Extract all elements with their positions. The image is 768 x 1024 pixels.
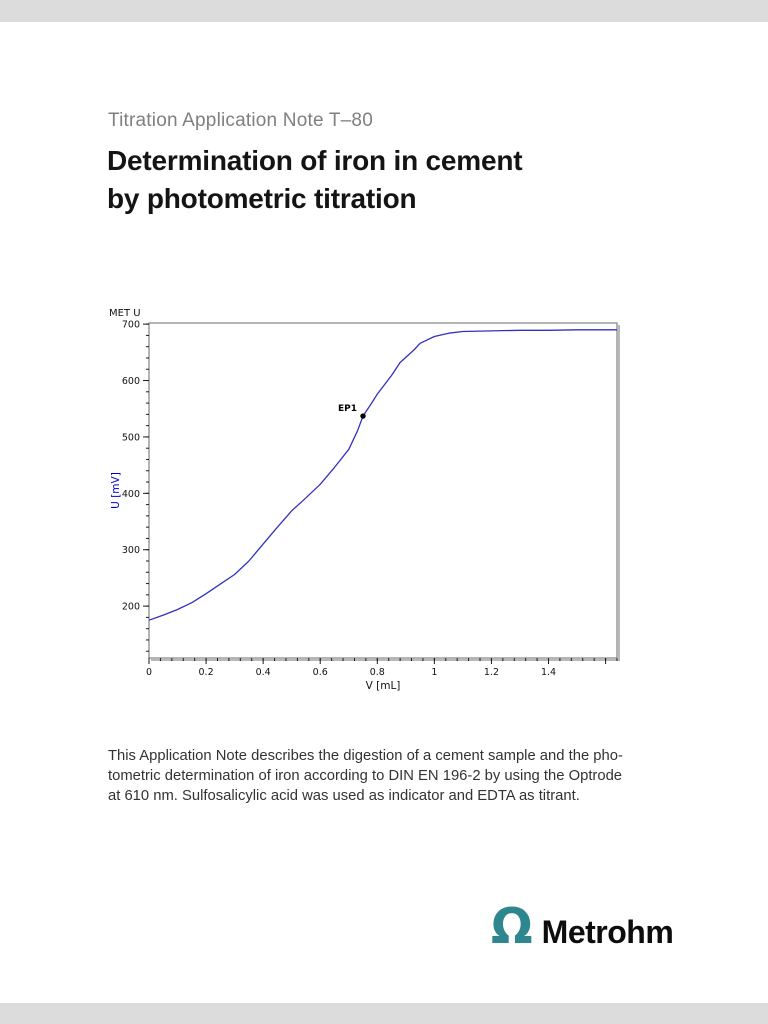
y-tick-label: 300 [122,545,140,556]
y-axis-label: U [mV] [110,472,122,509]
titration-curve [148,329,617,621]
x-tick-label: 1 [431,667,437,678]
x-tick-label: 0.4 [256,667,271,678]
endpoint-label: EP1 [338,404,357,414]
x-axis-label: V [mL] [366,680,401,692]
x-axis-ticks: 0 0.2 0.4 0.6 0.8 1 1.2 1.4 [146,658,618,678]
plot-frame [148,322,618,659]
viewer-gap-top [0,0,768,22]
titration-chart-svg: MET U 200 300 400 500 600 700 0 0.2 0.4 0.6 0.8 1 1.2… [109,308,620,692]
x-tick-label: 1.2 [484,667,499,678]
y-tick-label: 400 [122,489,140,500]
metrohm-omega-icon: Ω [491,898,533,955]
x-tick-label: 0.6 [313,667,328,678]
chart-title: MET U [109,308,141,319]
abstract-line-3: at 610 nm. Sulfosalicylic acid was used … [108,787,580,804]
metrohm-wordmark: Metrohm [541,914,674,950]
app-note-kicker: Titration Application Note T–80 [108,110,373,131]
x-tick-label: 0.8 [370,667,385,678]
titration-chart: MET U 200 300 400 500 600 700 0 0.2 0.4 0.6 0.8 1 1.2… [100,298,625,696]
x-tick-label: 1.4 [541,667,556,678]
x-tick-label: 0 [146,667,152,678]
endpoint-marker [360,413,366,419]
plot-frame-shadow [151,325,620,661]
y-axis-ticks: 200 300 400 500 600 700 [122,320,149,652]
y-tick-label: 700 [122,320,140,331]
y-tick-label: 600 [122,376,140,387]
metrohm-logo: Ω Metrohm [491,898,674,955]
viewer-gap-bottom [0,1003,768,1024]
y-tick-label: 500 [122,432,140,443]
y-tick-label: 200 [122,602,140,613]
abstract-line-2: tometric determination of iron according… [108,767,623,784]
page-title-line1: Determination of iron in cement [107,145,523,176]
abstract-paragraph: This Application Note describes the dige… [108,747,688,806]
abstract-line-1: This Application Note describes the dige… [108,748,623,764]
page-title: Determination of iron in cement by photo… [107,142,523,218]
page-title-line2: by photometric titration [107,183,417,214]
x-tick-label: 0.2 [199,667,214,678]
